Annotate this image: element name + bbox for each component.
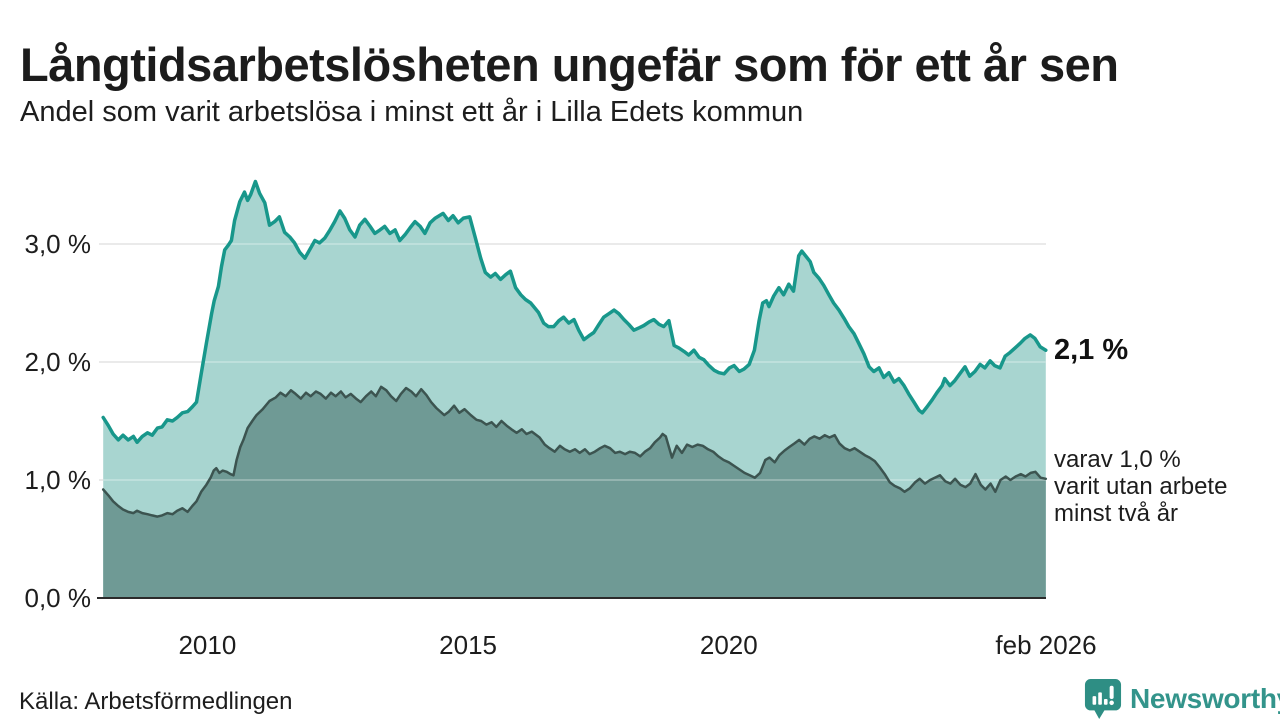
x-tick-label: feb 2026	[995, 630, 1097, 660]
y-tick-label: 3,0 %	[24, 229, 92, 260]
page-title: Långtidsarbetslösheten ungefär som för e…	[20, 38, 1119, 92]
secondary-value-label: varav 1,0 % varit utan arbete minst två …	[1054, 446, 1227, 527]
x-tick-label: 2020	[699, 630, 758, 660]
source-note: Källa: Arbetsförmedlingen	[19, 688, 293, 715]
x-tick-label: 2010	[178, 630, 237, 660]
secondary-value-line: varav 1,0 %	[1054, 446, 1181, 473]
latest-value-label: 2,1 %	[1054, 334, 1129, 366]
chart-subtitle: Andel som varit arbetslösa i minst ett å…	[20, 96, 804, 128]
series-line-1	[101, 385, 1048, 518]
series-line-0	[101, 179, 1048, 445]
y-tick-label: 0,0 %	[24, 583, 92, 613]
x-tick-label: 2015	[439, 630, 498, 660]
brand-logo: Newsworthy	[1084, 678, 1280, 720]
newsworthy-chart-bubble-icon	[1084, 679, 1122, 719]
y-tick-label: 1,0 %	[24, 465, 92, 496]
y-tick-label: 2,0 %	[24, 347, 92, 378]
secondary-value-line: varit utan arbete	[1054, 473, 1228, 500]
secondary-value-line: minst två år	[1054, 500, 1179, 527]
brand-name: Newsworthy	[1130, 683, 1280, 714]
